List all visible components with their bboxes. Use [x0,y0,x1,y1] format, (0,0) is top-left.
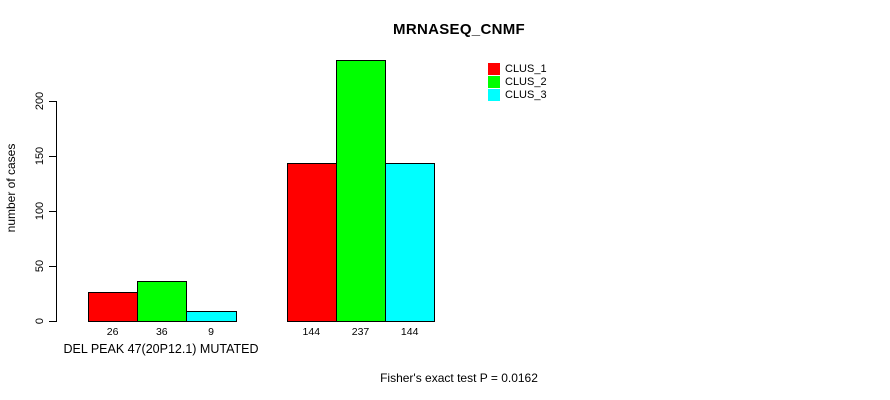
legend-item: CLUS_1 [488,63,547,75]
legend-item: CLUS_3 [488,89,547,101]
legend-swatch-icon [488,63,500,75]
x-axis-label: DEL PEAK 47(20P12.1) MUTATED [63,342,259,356]
y-tick-mark [49,101,56,102]
y-axis-label: number of cases [4,143,18,233]
y-tick-mark [49,211,56,212]
y-tick-label: 0 [34,317,46,325]
legend: CLUS_1 CLUS_2 CLUS_3 [488,63,547,101]
bar-clus_1-group2 [286,162,337,322]
bar-clus_2-group2 [335,60,387,322]
legend-swatch-icon [488,76,500,88]
bar-value-label: 237 [351,325,370,338]
bar-value-label: 144 [302,325,321,338]
bar-clus_2-group1 [137,281,188,322]
y-axis-line [56,101,57,322]
bar-value-label: 9 [208,325,214,338]
bar-clus_1-group1 [88,292,139,322]
legend-swatch-icon [488,89,500,101]
y-tick-label: 50 [34,259,46,273]
legend-item: CLUS_2 [488,76,547,88]
legend-label: CLUS_1 [505,63,547,75]
y-tick-mark [49,156,56,157]
bar-value-label: 36 [155,325,168,338]
y-tick-mark [49,321,56,322]
bar-value-label: 26 [106,325,119,338]
y-tick-label: 200 [34,91,46,111]
y-tick-mark [49,266,56,267]
y-tick-label: 150 [34,146,46,166]
stat-annotation: Fisher's exact test P = 0.0162 [380,371,538,385]
bar-value-label: 144 [400,325,419,338]
legend-label: CLUS_2 [505,76,547,88]
bar-clus_3-group1 [186,311,237,322]
bar-clus_3-group2 [385,162,436,322]
chart-title: MRNASEQ_CNMF [393,21,525,38]
legend-label: CLUS_3 [505,89,547,101]
y-tick-label: 100 [34,201,46,221]
